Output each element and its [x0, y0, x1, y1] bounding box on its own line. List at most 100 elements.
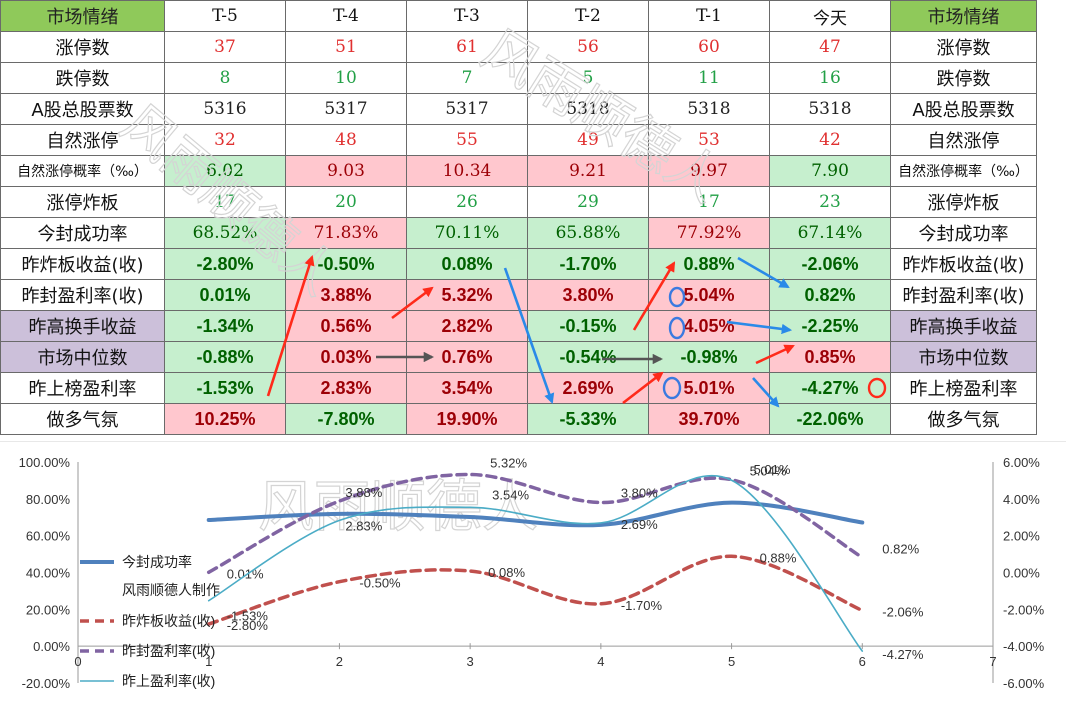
legend-credit: 风雨顺德人制作 [122, 582, 220, 598]
table-cell: 47 [769, 31, 891, 63]
table-cell: -7.80% [285, 403, 407, 435]
market-sentiment-table: 市场情绪 T-5 T-4 T-3 T-2 T-1 今天 市场情绪 涨停数 37 51 61 56 60 47… [0, 0, 1037, 435]
table-cell: 10.34 [406, 155, 528, 187]
header-col-5: 今天 [769, 0, 891, 32]
table-cell: 70.11% [406, 217, 528, 249]
table-row: 涨停数 37 51 61 56 60 47 涨停数 [0, 31, 1037, 63]
header-right-label: 市场情绪 [890, 0, 1037, 32]
row-label-right: 今封成功率 [890, 217, 1037, 249]
table-cell: -2.25% [769, 310, 891, 342]
table-cell: 5318 [527, 93, 649, 125]
table-cell: 53 [648, 124, 770, 156]
header-col-1: T-4 [285, 0, 407, 32]
table-row: 做多气氛 10.25% -7.80% 19.90% -5.33% 39.70% -22.06… [0, 403, 1037, 435]
table-cell: 5317 [285, 93, 407, 125]
table-cell: 2.83% [285, 372, 407, 404]
y-right-tick-label: -4.00% [1003, 639, 1045, 654]
table-row: 自然涨停 32 48 55 49 53 42 自然涨停 [0, 124, 1037, 156]
table-cell: -1.34% [164, 310, 286, 342]
table-cell: 5316 [164, 93, 286, 125]
header-col-3: T-2 [527, 0, 649, 32]
row-label-right: 市场中位数 [890, 341, 1037, 373]
table-cell: -5.33% [527, 403, 649, 435]
table-cell: 71.83% [285, 217, 407, 249]
row-label-right: 涨停炸板 [890, 186, 1037, 218]
row-label: 昨封盈利率(收) [0, 279, 165, 311]
table-cell: 19.90% [406, 403, 528, 435]
table-cell: 77.92% [648, 217, 770, 249]
table-cell: 11 [648, 62, 770, 94]
row-label-right: 涨停数 [890, 31, 1037, 63]
y-left-tick-label: 60.00% [26, 529, 71, 544]
data-label: 0.82% [882, 541, 919, 556]
table-cell: -4.27% [769, 372, 891, 404]
y-right-tick-label: -2.00% [1003, 602, 1045, 617]
series-line [206, 554, 865, 626]
table-row: 昨高换手收益 -1.34% 0.56% 2.82% -0.15% 4.05% -2.25% 昨… [0, 310, 1037, 342]
table-cell: 68.52% [164, 217, 286, 249]
data-label: 3.80% [621, 486, 658, 501]
table-cell: 0.76% [406, 341, 528, 373]
table-cell: 65.88% [527, 217, 649, 249]
table-cell: 0.82% [769, 279, 891, 311]
table-cell: 67.14% [769, 217, 891, 249]
y-left-tick-label: 20.00% [26, 602, 71, 617]
row-label-right: 昨上榜盈利率 [890, 372, 1037, 404]
table-cell: -0.88% [164, 341, 286, 373]
table-cell: 2.82% [406, 310, 528, 342]
table-cell: 60 [648, 31, 770, 63]
table-cell: -2.80% [164, 248, 286, 280]
table-cell: 3.54% [406, 372, 528, 404]
data-label: -1.53% [227, 609, 269, 624]
table-cell: 55 [406, 124, 528, 156]
legend-label: 昨上盈利率(收) [122, 673, 215, 689]
table-row: 昨上榜盈利率 -1.53% 2.83% 3.54% 2.69% 5.01% -4.27% 昨上… [0, 372, 1037, 404]
table-row: 今封成功率 68.52% 71.83% 70.11% 65.88% 77.92% 67.14… [0, 217, 1037, 249]
row-label: 涨停数 [0, 31, 165, 63]
y-left-tick-label: 100.00% [19, 455, 71, 470]
row-label: A股总股票数 [0, 93, 165, 125]
table-cell: 10 [285, 62, 407, 94]
data-label: 0.88% [760, 550, 797, 565]
data-label: -2.80% [227, 618, 269, 633]
watermark: 风雨顺德人 [258, 475, 538, 540]
table-cell: 17 [648, 186, 770, 218]
row-label: 市场中位数 [0, 341, 165, 373]
table-cell: 6.02 [164, 155, 286, 187]
x-tick-label: 2 [336, 654, 343, 669]
header-col-2: T-3 [406, 0, 528, 32]
table-cell: 9.21 [527, 155, 649, 187]
table-cell: -0.54% [527, 341, 649, 373]
table-cell: 3.88% [285, 279, 407, 311]
table-cell: 61 [406, 31, 528, 63]
table-row: A股总股票数 5316 5317 5317 5318 5318 5318 A股总股票数 [0, 93, 1037, 125]
table-cell: 0.56% [285, 310, 407, 342]
series-line [206, 472, 865, 575]
table-cell: 0.88% [648, 248, 770, 280]
table-cell: 0.03% [285, 341, 407, 373]
table-row: 昨炸板收益(收) -2.80% -0.50% 0.08% -1.70% 0.88% -2.0… [0, 248, 1037, 280]
table-cell: 56 [527, 31, 649, 63]
row-label-right: A股总股票数 [890, 93, 1037, 125]
table-row: 自然涨停概率（‰） 6.02 9.03 10.34 9.21 9.97 7.90 自然涨停概率… [0, 155, 1037, 187]
row-label: 跌停数 [0, 62, 165, 94]
data-label: 5.01% [754, 462, 791, 477]
data-label: 5.32% [490, 456, 527, 471]
table-cell: 5318 [648, 93, 770, 125]
table-cell: 49 [527, 124, 649, 156]
data-label: 5.04% [750, 464, 787, 479]
x-tick-label: 7 [989, 654, 996, 669]
row-label: 昨上榜盈利率 [0, 372, 165, 404]
row-label-right: 自然涨停概率（‰） [890, 155, 1037, 187]
y-right-tick-label: -6.00% [1003, 676, 1045, 691]
data-label: -2.06% [882, 604, 924, 619]
row-label: 自然涨停 [0, 124, 165, 156]
y-left-tick-label: 40.00% [26, 566, 71, 581]
table-cell: -0.98% [648, 341, 770, 373]
row-label: 涨停炸板 [0, 186, 165, 218]
table-cell: 5 [527, 62, 649, 94]
table-cell: -1.53% [164, 372, 286, 404]
header-left-label: 市场情绪 [0, 0, 165, 32]
row-label: 自然涨停概率（‰） [0, 155, 165, 187]
table-cell: -2.06% [769, 248, 891, 280]
